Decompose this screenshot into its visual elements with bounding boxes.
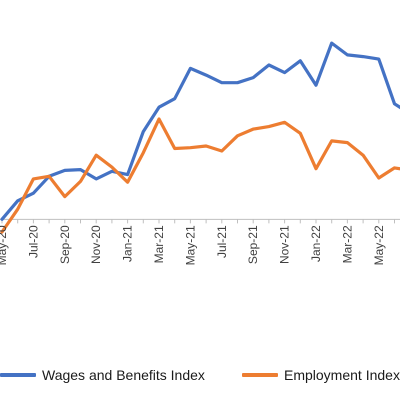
series-line-employment — [0, 117, 400, 234]
x-tick-label: Jul-21 — [215, 225, 229, 258]
legend-label-wages: Wages and Benefits Index — [42, 367, 205, 383]
x-tick-label: Sep-21 — [246, 225, 260, 264]
legend-swatch-wages — [0, 373, 36, 377]
x-tick-label: May-22 — [372, 225, 386, 265]
x-tick-label: Sep-20 — [58, 225, 72, 264]
x-tick-label: Mar-21 — [152, 225, 166, 263]
x-tick-label: Jan-22 — [309, 225, 323, 262]
x-tick-labels: May-20 Jul-20 Sep-20 Nov-20 Jan-21 Mar-21 May-… — [0, 225, 386, 265]
x-axis — [0, 218, 400, 224]
x-tick-label: May-20 — [0, 225, 9, 265]
x-tick-label: Nov-20 — [89, 225, 103, 264]
chart-legend: Wages and Benefits Index Employment Inde… — [0, 362, 400, 388]
series-layer — [0, 41, 400, 234]
legend-item-wages: Wages and Benefits Index — [0, 362, 205, 388]
x-tick-label: Nov-21 — [278, 225, 292, 264]
x-tick-label: May-21 — [183, 225, 197, 265]
legend-label-employment: Employment Index — [284, 367, 400, 383]
legend-item-employment: Employment Index — [242, 362, 400, 388]
series-line-wages — [0, 41, 400, 221]
x-tick-label: Mar-22 — [340, 225, 354, 263]
chart-plot-area: May-20 Jul-20 Sep-20 Nov-20 Jan-21 Mar-21 May-… — [0, 41, 400, 265]
x-tick-label: Jan-21 — [121, 225, 135, 262]
legend-swatch-employment — [242, 373, 278, 377]
x-tick-label: Jul-20 — [26, 225, 40, 258]
